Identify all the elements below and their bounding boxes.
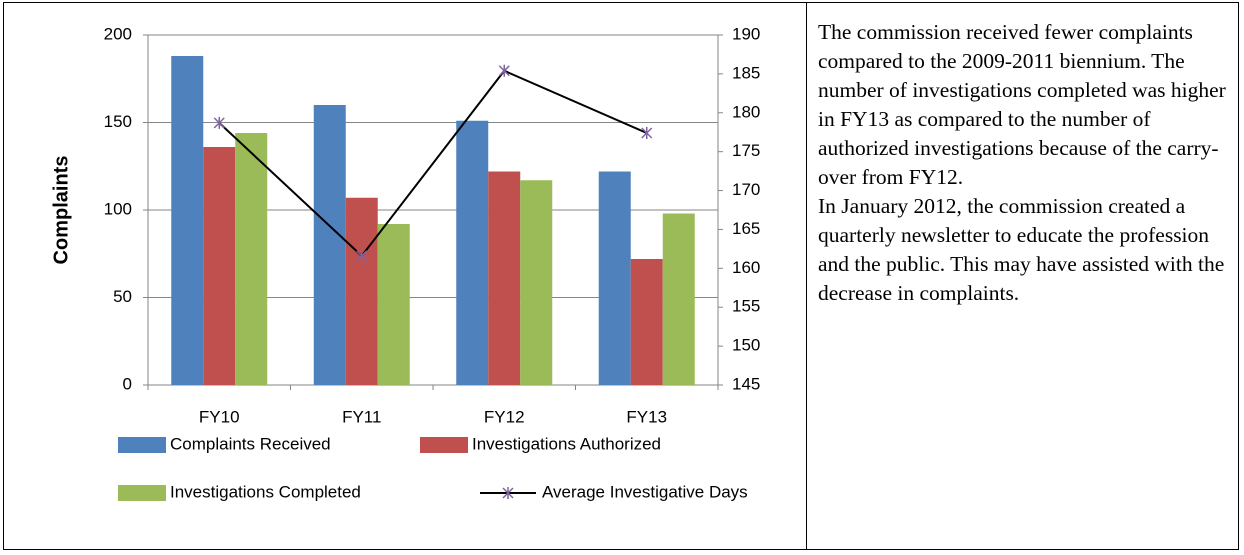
- frame: [3, 2, 1239, 550]
- bar: [377, 224, 410, 385]
- marker: [641, 127, 653, 139]
- y2-tick-label: 190: [732, 24, 760, 43]
- legend-label: Complaints Received: [170, 434, 331, 453]
- bar: [235, 133, 268, 385]
- y-tick-label: 150: [104, 112, 132, 131]
- y2-tick-label: 145: [732, 374, 760, 393]
- x-tick-label: FY11: [342, 407, 381, 426]
- marker: [213, 116, 225, 129]
- bar: [520, 180, 553, 385]
- bar: [598, 171, 631, 385]
- y-tick-label: 200: [104, 24, 132, 43]
- x-tick-label: FY10: [199, 407, 240, 426]
- line: [218, 69, 648, 258]
- bar: [171, 56, 204, 385]
- marker: [498, 64, 510, 77]
- paragraph: The commission received fewer complaints…: [818, 20, 1226, 189]
- legend-swatch: [420, 437, 468, 453]
- legend-swatch: [118, 437, 166, 453]
- y-tick-label: 0: [123, 374, 132, 393]
- x-tick-label: FY13: [626, 407, 667, 426]
- bar: [630, 259, 663, 385]
- legend-swatch: [118, 485, 166, 501]
- divider: [806, 2, 807, 550]
- legend-label: Average Investigative Days: [542, 482, 748, 501]
- y2-tick-label: 180: [732, 102, 760, 121]
- chart: Complaints 0 50 100 150 200 145 150 155 160 165 17…: [50, 24, 760, 501]
- y2-tick-label: 150: [732, 336, 760, 355]
- legend-label: Investigations Authorized: [472, 434, 661, 453]
- bar: [203, 147, 236, 385]
- y2-tick-label: 160: [732, 258, 760, 277]
- bar: [662, 213, 695, 385]
- y-tick-label: 100: [104, 199, 132, 218]
- y-axis-title: Complaints: [50, 156, 72, 265]
- bar: [456, 120, 489, 385]
- bar: [345, 197, 378, 385]
- y2-tick-label: 165: [732, 219, 760, 238]
- bar: [488, 171, 521, 385]
- bar: [313, 105, 346, 385]
- note: The commission received fewer complaints…: [818, 18, 1238, 308]
- x-tick-label: FY12: [484, 407, 525, 426]
- y2-tick-label: 185: [732, 63, 760, 82]
- y2-tick-label: 175: [732, 141, 760, 160]
- paragraph: In January 2012, the commission created …: [818, 194, 1225, 305]
- y2-tick-label: 155: [732, 297, 760, 316]
- legend-label: Investigations Completed: [170, 482, 361, 501]
- y2-tick-label: 170: [732, 180, 760, 199]
- legend-marker: [502, 487, 514, 499]
- marker: [356, 249, 368, 262]
- y-tick-label: 50: [113, 287, 132, 306]
